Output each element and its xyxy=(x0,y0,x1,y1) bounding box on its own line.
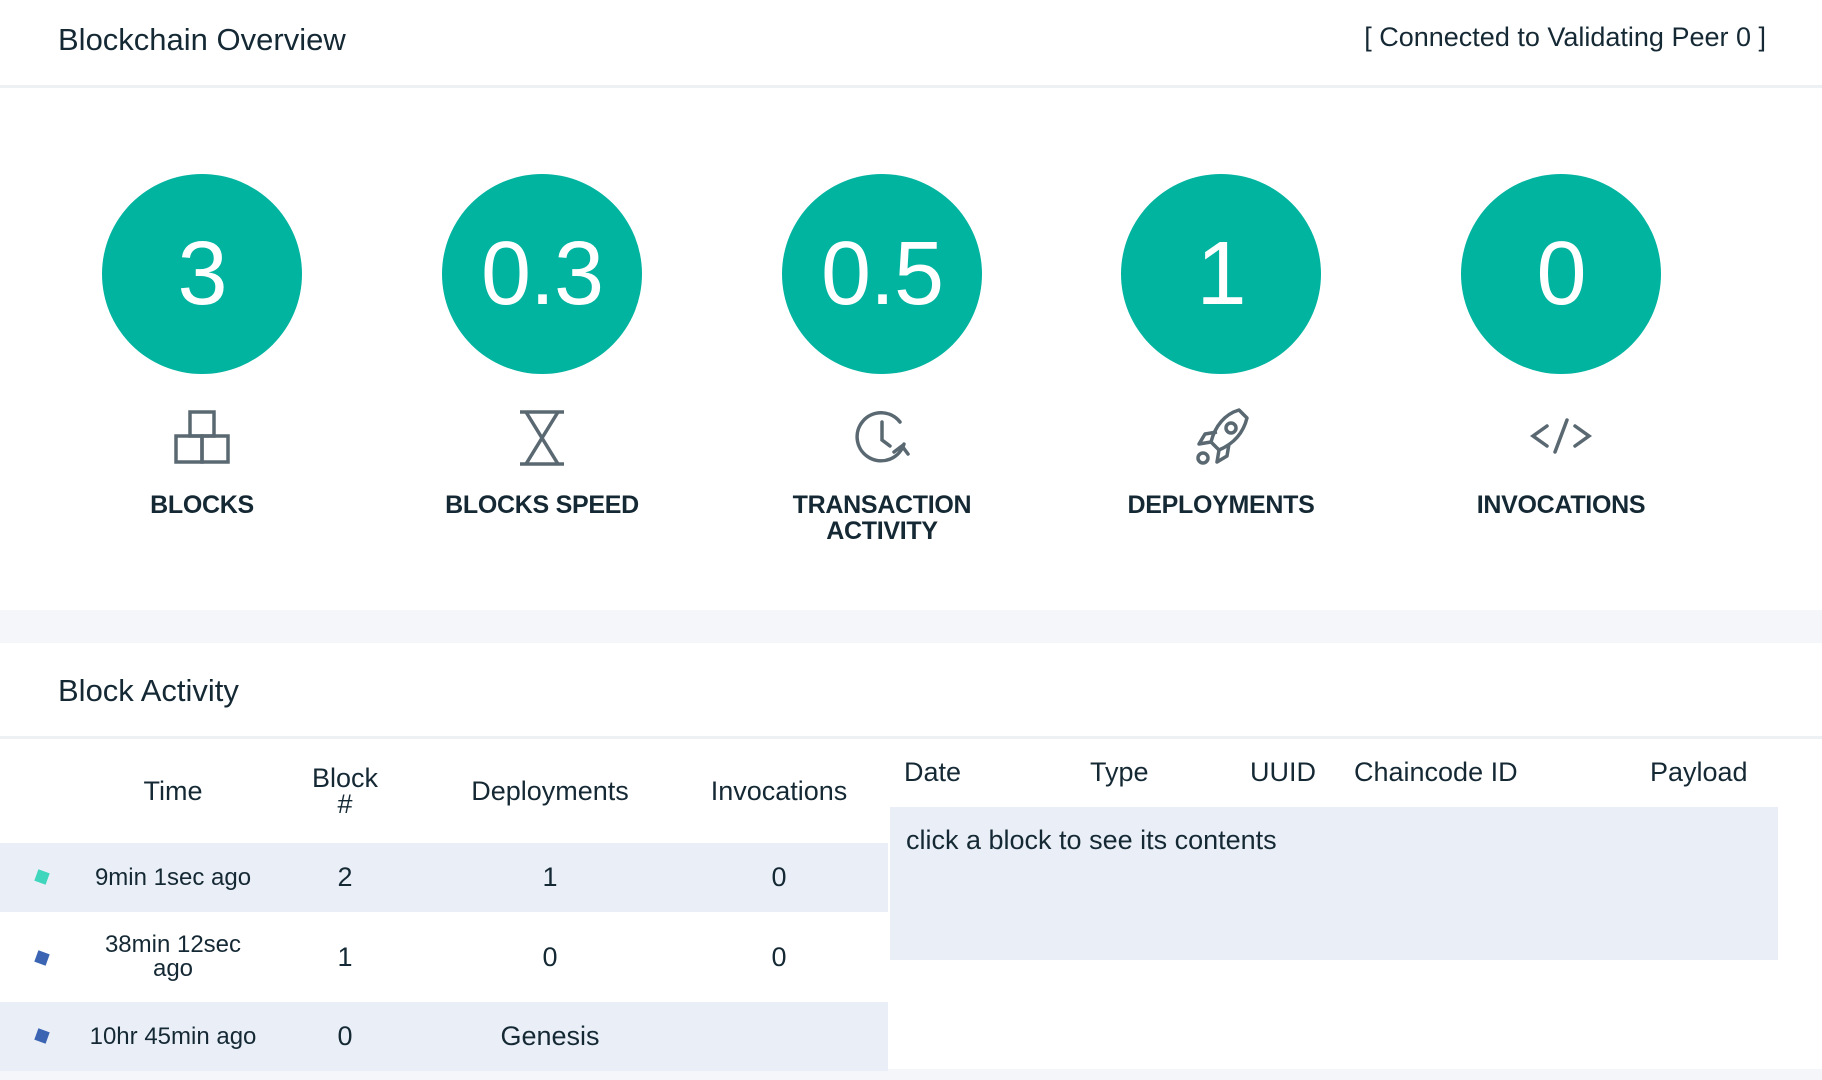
details-hint: click a block to see its contents xyxy=(906,825,1277,855)
block-activity-panel: Block Activity Time Block # Deployments … xyxy=(0,643,1822,1071)
table-row[interactable]: 38min 12sec ago 1 0 0 xyxy=(0,912,888,1002)
column-header-deployments: Deployments xyxy=(471,776,629,806)
column-header-time: Time xyxy=(143,776,203,806)
blocks-icon xyxy=(168,404,236,472)
block-details-panel: Date Type UUID Chaincode ID Payload clic… xyxy=(890,739,1778,1069)
row-time: 38min 12sec ago xyxy=(104,931,242,982)
block-activity-header: Block Activity xyxy=(0,643,1822,739)
stat-transaction-activity-value: 0.5 xyxy=(782,174,982,374)
block-indicator-icon xyxy=(34,869,50,885)
stat-blocks: 3 BLOCKS xyxy=(52,88,352,610)
details-header-date: Date xyxy=(904,757,962,787)
table-row[interactable]: 9min 1sec ago 2 1 0 xyxy=(0,843,888,912)
details-header-payload: Payload xyxy=(1650,757,1748,787)
row-block-number: 2 xyxy=(337,862,353,892)
row-time: 10hr 45min ago xyxy=(89,1022,257,1050)
rocket-icon xyxy=(1187,404,1255,472)
hourglass-icon xyxy=(508,404,576,472)
row-deployments: 0 xyxy=(542,941,558,972)
stat-blocks-speed-value: 0.3 xyxy=(442,174,642,374)
clock-icon xyxy=(848,404,916,472)
stat-transaction-activity-label: TRANSACTION ACTIVITY xyxy=(792,491,972,545)
details-header-uuid: UUID xyxy=(1250,757,1316,787)
connection-status: [ Connected to Validating Peer 0 ] xyxy=(1364,22,1766,52)
row-deployments: 1 xyxy=(542,862,558,892)
stat-blocks-value: 3 xyxy=(102,174,302,374)
stat-invocations: 0 INVOCATIONS xyxy=(1411,88,1711,610)
details-header-chaincode-id: Chaincode ID xyxy=(1354,757,1518,787)
stat-invocations-value: 0 xyxy=(1461,174,1661,374)
stat-deployments-value: 1 xyxy=(1121,174,1321,374)
stat-blocks-label: BLOCKS xyxy=(150,491,254,519)
table-row[interactable]: 10hr 45min ago 0 Genesis xyxy=(0,1002,888,1071)
page-title: Blockchain Overview xyxy=(58,22,346,57)
row-deployments: Genesis xyxy=(500,1021,600,1051)
row-block-number: 1 xyxy=(337,941,353,972)
block-activity-title: Block Activity xyxy=(58,673,239,708)
block-indicator-icon xyxy=(34,1028,50,1044)
stats-panel: 3 BLOCKS 0.3 BLOCKS SPEED 0.5 xyxy=(0,88,1822,610)
block-details-body: click a block to see its contents xyxy=(890,807,1778,960)
row-invocations: 0 xyxy=(771,862,787,892)
column-header-block: Block # xyxy=(311,763,379,819)
page-header: Blockchain Overview [ Connected to Valid… xyxy=(0,0,1822,88)
row-block-number: 0 xyxy=(337,1021,353,1051)
blocks-table: Time Block # Deployments Invocations 9mi… xyxy=(0,739,888,1071)
stat-deployments-label: DEPLOYMENTS xyxy=(1127,491,1315,519)
stat-transaction-activity: 0.5 TRANSACTION ACTIVITY xyxy=(732,88,1032,610)
column-header-invocations: Invocations xyxy=(710,776,848,806)
details-header-type: Type xyxy=(1090,757,1149,787)
stat-invocations-label: INVOCATIONS xyxy=(1476,491,1646,519)
code-icon xyxy=(1527,404,1595,472)
block-indicator-icon xyxy=(34,950,50,966)
row-invocations: 0 xyxy=(771,941,787,972)
row-time: 9min 1sec ago xyxy=(94,863,252,891)
stat-blocks-speed: 0.3 BLOCKS SPEED xyxy=(392,88,692,610)
stat-blocks-speed-label: BLOCKS SPEED xyxy=(445,491,639,519)
stat-deployments: 1 DEPLOYMENTS xyxy=(1071,88,1371,610)
